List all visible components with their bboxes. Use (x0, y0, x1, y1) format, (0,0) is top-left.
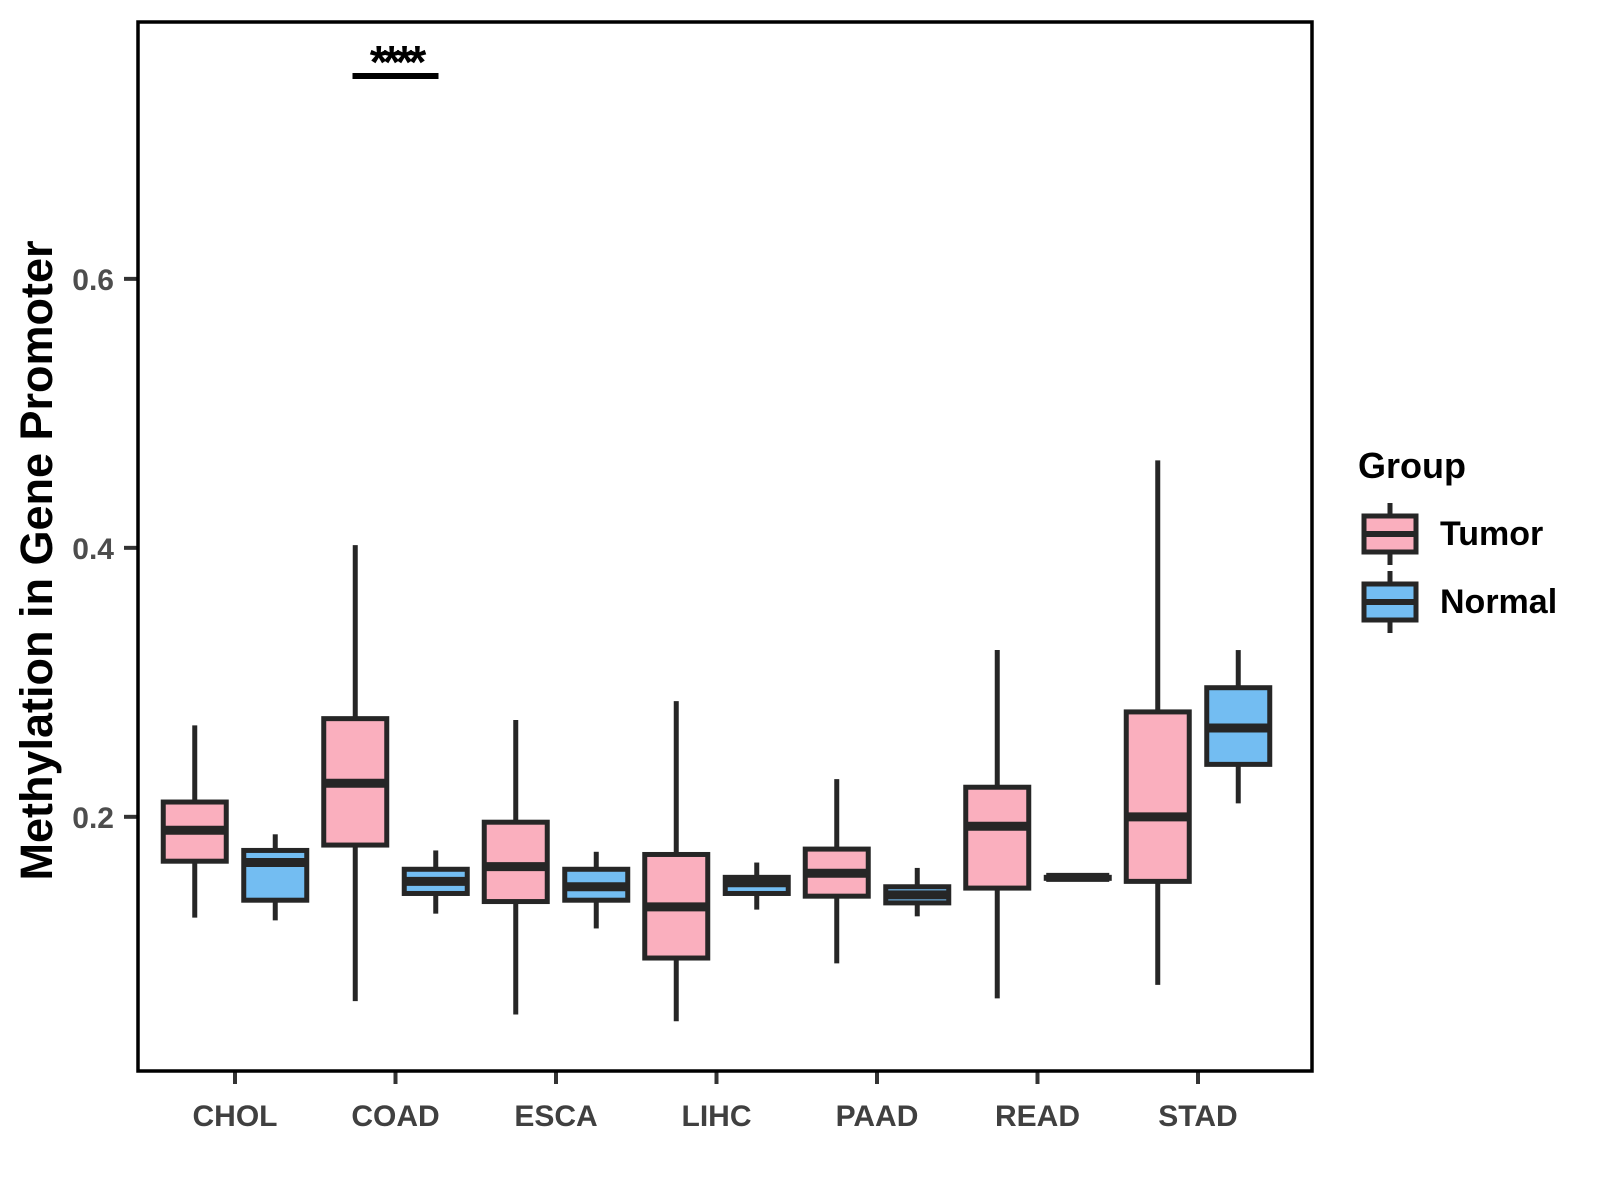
y-axis-title: Methylation in Gene Promoter (11, 240, 62, 880)
boxplot-coad-tumor (321, 545, 390, 1002)
box-iqr (481, 819, 550, 905)
boxplot-read-normal (1043, 872, 1112, 882)
box-iqr (963, 784, 1032, 891)
boxplot-paad-tumor (802, 779, 871, 964)
x-category-label: STAD (1158, 1100, 1237, 1133)
x-category-label: LIHC (682, 1100, 752, 1133)
x-category-label: ESCA (514, 1100, 597, 1133)
legend: Group Tumor Normal (1358, 446, 1557, 638)
plot-panel (138, 22, 1312, 1071)
y-tick-label: 0.4 (72, 533, 114, 566)
y-tick-label: 0.2 (72, 802, 114, 835)
boxplot-stad-tumor (1123, 460, 1192, 985)
y-tick-label: 0.6 (72, 264, 114, 297)
boxplot-chol-normal (241, 834, 310, 921)
panel-border (136, 20, 1314, 1073)
boxplot-paad-normal (883, 867, 952, 917)
boxplot-esca-normal (562, 851, 631, 929)
legend-item-tumor: Tumor (1358, 502, 1557, 566)
legend-title: Group (1358, 445, 1466, 486)
boxplot-esca-tumor (481, 719, 550, 1015)
legend-label-tumor: Tumor (1440, 514, 1544, 553)
boxplot-coad-normal (401, 850, 470, 914)
legend-label-normal: Normal (1440, 582, 1558, 621)
x-category-label: PAAD (836, 1100, 919, 1133)
boxplot-key-icon-tumor (1361, 503, 1419, 565)
boxplot-stad-normal (1204, 650, 1273, 804)
significance-stars: **** (370, 36, 427, 88)
legend-item-normal: Normal (1358, 570, 1557, 634)
boxplot-key-icon-normal (1361, 571, 1419, 633)
x-category-label: READ (995, 1100, 1080, 1133)
box-iqr (241, 847, 310, 903)
x-category-label: CHOL (193, 1100, 278, 1133)
boxplot-lihc-normal (722, 862, 791, 910)
box-iqr (1123, 709, 1192, 884)
boxplot-lihc-tumor (642, 701, 711, 1022)
boxplot-read-tumor (963, 650, 1032, 999)
x-category-label: COAD (351, 1100, 439, 1133)
boxplot-chol-tumor (160, 725, 229, 918)
